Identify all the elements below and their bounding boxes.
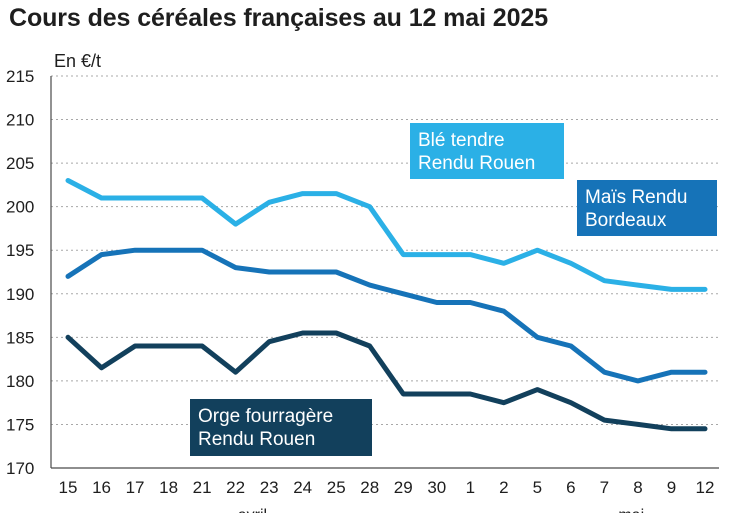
series-label-text: Bordeaux [585,210,667,231]
series-line [65,247,708,384]
y-tick-label: 170 [6,459,34,478]
y-tick-label: 210 [6,111,34,130]
x-tick-label: 23 [260,478,279,497]
month-label: mai [618,507,644,513]
y-tick-label: 215 [6,67,34,86]
x-tick-label: 30 [427,478,446,497]
series-label-background [190,399,372,456]
y-tick-label: 190 [6,285,34,304]
x-tick-label: 12 [696,478,715,497]
series-line [65,178,708,292]
series-line [65,330,708,432]
x-tick-label: 6 [566,478,575,497]
y-tick-label: 195 [6,241,34,260]
x-tick-label: 9 [667,478,676,497]
x-tick-label: 24 [293,478,312,497]
series-label-background [577,180,717,236]
series-label-text: Blé tendre [418,130,505,151]
x-tick-label: 29 [394,478,413,497]
series-label-text: Rendu Rouen [418,153,535,174]
series-label-background [410,123,564,179]
series-label-text: Rendu Rouen [198,429,315,450]
data-series [65,178,708,432]
y-tick-label: 200 [6,198,34,217]
series-label-text: Orge fourragère [198,406,333,427]
x-tick-label: 17 [126,478,145,497]
x-tick-label: 22 [226,478,245,497]
month-label: avril [238,507,267,513]
y-tick-label: 205 [6,154,34,173]
x-tick-label: 18 [159,478,178,497]
gridlines [50,75,719,469]
y-tick-label: 185 [6,328,34,347]
chart-title: Cours des céréales françaises au 12 mai … [9,4,548,32]
x-tick-label: 28 [360,478,379,497]
x-tick-label: 21 [193,478,212,497]
y-axis-unit-label: En €/t [54,51,101,71]
y-tick-label: 180 [6,372,34,391]
y-tick-label: 175 [6,415,34,434]
x-tick-label: 7 [600,478,609,497]
series-label-text: Maïs Rendu [585,187,687,208]
x-tick-label: 15 [59,478,78,497]
x-tick-label: 5 [533,478,542,497]
x-tick-label: 8 [633,478,642,497]
x-tick-label: 16 [92,478,111,497]
x-tick-label: 1 [466,478,475,497]
x-tick-label: 2 [499,478,508,497]
x-tick-label: 25 [327,478,346,497]
